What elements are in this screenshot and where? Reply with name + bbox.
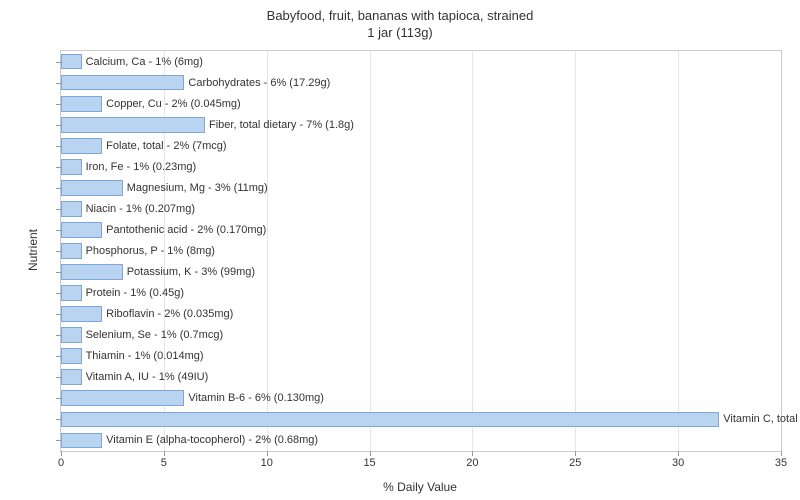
x-tick-mark xyxy=(575,451,576,456)
x-tick-label: 35 xyxy=(775,457,787,469)
bar-row: Magnesium, Mg - 3% (11mg) xyxy=(61,180,781,196)
bar-row: Vitamin A, IU - 1% (49IU) xyxy=(61,369,781,385)
nutrient-label: Copper, Cu - 2% (0.045mg) xyxy=(102,96,241,112)
bar-row: Protein - 1% (0.45g) xyxy=(61,285,781,301)
nutrient-bar xyxy=(61,264,123,280)
bar-row: Iron, Fe - 1% (0.23mg) xyxy=(61,159,781,175)
nutrient-label: Carbohydrates - 6% (17.29g) xyxy=(184,75,330,91)
bar-row: Vitamin E (alpha-tocopherol) - 2% (0.68m… xyxy=(61,433,781,449)
x-tick-label: 25 xyxy=(569,457,581,469)
bar-row: Copper, Cu - 2% (0.045mg) xyxy=(61,96,781,112)
nutrient-label: Magnesium, Mg - 3% (11mg) xyxy=(123,180,268,196)
nutrient-chart: Babyfood, fruit, bananas with tapioca, s… xyxy=(0,0,800,500)
x-tick-mark xyxy=(61,451,62,456)
nutrient-bar xyxy=(61,306,102,322)
nutrient-bar xyxy=(61,285,82,301)
x-tick-label: 5 xyxy=(161,457,167,469)
bar-row: Vitamin C, total ascorbic acid - 32% (18… xyxy=(61,412,781,428)
nutrient-bar xyxy=(61,222,102,238)
nutrient-label: Vitamin A, IU - 1% (49IU) xyxy=(82,369,209,385)
nutrient-bar xyxy=(61,117,205,133)
nutrient-label: Phosphorus, P - 1% (8mg) xyxy=(82,243,215,259)
x-tick-mark xyxy=(781,451,782,456)
nutrient-label: Niacin - 1% (0.207mg) xyxy=(82,201,195,217)
x-tick-label: 30 xyxy=(672,457,684,469)
nutrient-bar xyxy=(61,138,102,154)
bar-row: Carbohydrates - 6% (17.29g) xyxy=(61,75,781,91)
nutrient-label: Vitamin C, total ascorbic acid - 32% (18… xyxy=(719,412,800,428)
x-tick-label: 15 xyxy=(363,457,375,469)
bar-row: Niacin - 1% (0.207mg) xyxy=(61,201,781,217)
nutrient-bar xyxy=(61,433,102,449)
chart-title: Babyfood, fruit, bananas with tapioca, s… xyxy=(0,8,800,42)
nutrient-bar xyxy=(61,96,102,112)
nutrient-bar xyxy=(61,180,123,196)
nutrient-label: Pantothenic acid - 2% (0.170mg) xyxy=(102,222,266,238)
title-line-2: 1 jar (113g) xyxy=(367,25,433,40)
x-tick-label: 10 xyxy=(261,457,273,469)
nutrient-label: Iron, Fe - 1% (0.23mg) xyxy=(82,159,197,175)
x-tick-mark xyxy=(267,451,268,456)
x-tick-label: 20 xyxy=(466,457,478,469)
bar-row: Potassium, K - 3% (99mg) xyxy=(61,264,781,280)
bar-row: Calcium, Ca - 1% (6mg) xyxy=(61,54,781,70)
nutrient-label: Fiber, total dietary - 7% (1.8g) xyxy=(205,117,354,133)
nutrient-label: Vitamin E (alpha-tocopherol) - 2% (0.68m… xyxy=(102,433,318,449)
x-tick-mark xyxy=(164,451,165,456)
bar-row: Selenium, Se - 1% (0.7mcg) xyxy=(61,327,781,343)
x-tick-mark xyxy=(678,451,679,456)
nutrient-bar xyxy=(61,327,82,343)
bar-row: Pantothenic acid - 2% (0.170mg) xyxy=(61,222,781,238)
bar-row: Folate, total - 2% (7mcg) xyxy=(61,138,781,154)
nutrient-bar xyxy=(61,243,82,259)
bar-row: Vitamin B-6 - 6% (0.130mg) xyxy=(61,390,781,406)
bar-row: Riboflavin - 2% (0.035mg) xyxy=(61,306,781,322)
x-tick-mark xyxy=(370,451,371,456)
bar-row: Thiamin - 1% (0.014mg) xyxy=(61,348,781,364)
nutrient-label: Selenium, Se - 1% (0.7mcg) xyxy=(82,327,224,343)
nutrient-label: Protein - 1% (0.45g) xyxy=(82,285,184,301)
nutrient-bar xyxy=(61,201,82,217)
nutrient-bar xyxy=(61,348,82,364)
x-axis-label: % Daily Value xyxy=(60,480,780,494)
y-axis-label: Nutrient xyxy=(26,229,40,271)
nutrient-bar xyxy=(61,159,82,175)
x-tick-label: 0 xyxy=(58,457,64,469)
title-line-1: Babyfood, fruit, bananas with tapioca, s… xyxy=(267,8,534,23)
nutrient-bar xyxy=(61,75,184,91)
nutrient-bar xyxy=(61,412,719,428)
nutrient-label: Potassium, K - 3% (99mg) xyxy=(123,264,255,280)
x-tick-mark xyxy=(472,451,473,456)
bar-row: Fiber, total dietary - 7% (1.8g) xyxy=(61,117,781,133)
nutrient-label: Folate, total - 2% (7mcg) xyxy=(102,138,226,154)
nutrient-bar xyxy=(61,369,82,385)
bar-row: Phosphorus, P - 1% (8mg) xyxy=(61,243,781,259)
nutrient-bar xyxy=(61,390,184,406)
nutrient-label: Thiamin - 1% (0.014mg) xyxy=(82,348,204,364)
nutrient-label: Vitamin B-6 - 6% (0.130mg) xyxy=(184,390,324,406)
nutrient-bar xyxy=(61,54,82,70)
plot-area: 05101520253035Calcium, Ca - 1% (6mg)Carb… xyxy=(60,50,782,452)
nutrient-label: Calcium, Ca - 1% (6mg) xyxy=(82,54,203,70)
nutrient-label: Riboflavin - 2% (0.035mg) xyxy=(102,306,233,322)
